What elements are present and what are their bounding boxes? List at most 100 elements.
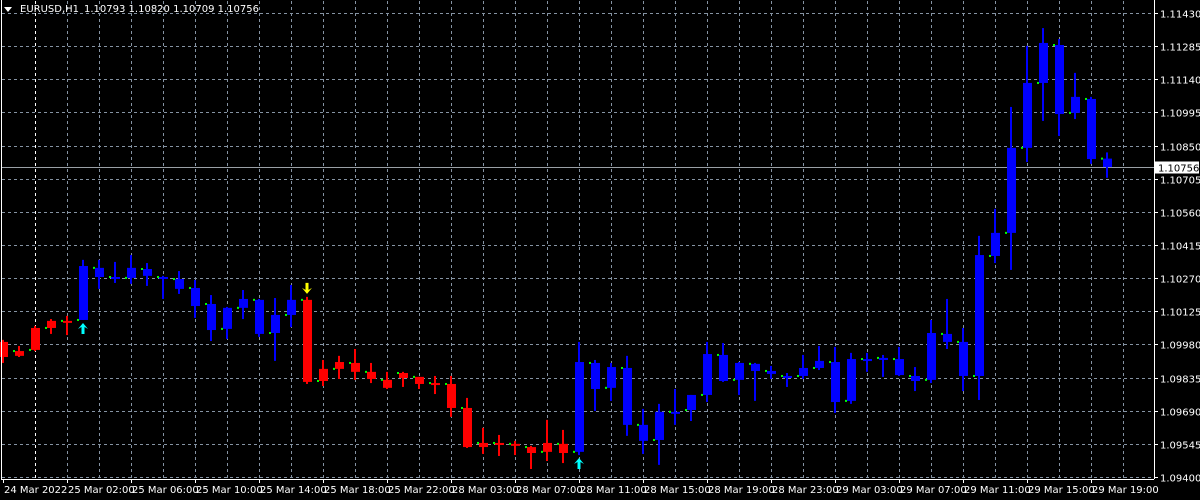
- candle-body: [1103, 158, 1112, 168]
- candle-body: [895, 359, 904, 376]
- open-marker: [285, 313, 287, 316]
- chart-header: EURUSD,H1 1.10793 1.10820 1.10709 1.1075…: [4, 4, 259, 15]
- candle-body: [1087, 98, 1096, 160]
- candle-body: [799, 367, 808, 376]
- open-marker: [685, 409, 687, 412]
- open-marker: [749, 362, 751, 365]
- candle-body: [575, 362, 584, 452]
- candle-body: [1007, 147, 1016, 233]
- candle-body: [15, 351, 24, 356]
- candle-body: [447, 383, 456, 408]
- price-label: 1.10270: [1160, 275, 1200, 286]
- open-marker: [365, 370, 367, 373]
- candle-body: [527, 447, 536, 453]
- candle-body: [159, 277, 168, 279]
- candle-wick: [66, 315, 68, 336]
- candle-body: [927, 333, 936, 380]
- open-marker: [525, 446, 527, 449]
- candle-body: [703, 354, 712, 395]
- open-marker: [461, 406, 463, 409]
- price-label: 1.10415: [1160, 242, 1200, 253]
- candle-body: [207, 303, 216, 331]
- arrow-up-icon: [574, 458, 584, 470]
- candle-body: [399, 373, 408, 379]
- candle-body: [719, 354, 728, 381]
- time-label: 29 Mar 19:00: [1092, 485, 1159, 496]
- open-marker: [909, 374, 911, 377]
- arrow-down-icon: [302, 282, 312, 294]
- candle-body: [959, 341, 968, 376]
- candle-body: [415, 376, 424, 384]
- candle-wick: [1074, 72, 1076, 120]
- candle-body: [31, 327, 40, 350]
- open-marker: [573, 450, 575, 453]
- time-label: 29 Mar 03:00: [836, 485, 903, 496]
- candle-wick: [530, 445, 532, 469]
- time-label: 29 Mar 11:00: [964, 485, 1031, 496]
- open-marker: [157, 276, 159, 278]
- candle-wick: [802, 354, 804, 379]
- candle-wick: [402, 371, 404, 387]
- candle-body: [79, 266, 88, 320]
- open-marker: [653, 438, 655, 441]
- candle-body: [239, 298, 248, 308]
- open-marker: [925, 378, 927, 381]
- open-marker: [397, 372, 399, 374]
- open-marker: [61, 319, 63, 322]
- candle-body: [1039, 42, 1048, 83]
- price-label: 1.11430: [1160, 10, 1200, 21]
- candle-body: [223, 307, 232, 329]
- candle-body: [687, 394, 696, 411]
- candle-body: [751, 363, 760, 371]
- triangle-down-icon[interactable]: [4, 7, 12, 12]
- open-marker: [1021, 146, 1023, 149]
- candle-body: [863, 359, 872, 362]
- time-label: 25 Mar 22:00: [388, 485, 455, 496]
- open-marker: [77, 318, 79, 321]
- candle-body: [1055, 45, 1064, 115]
- price-label: 1.10705: [1160, 176, 1200, 187]
- candle-body: [511, 443, 520, 446]
- open-marker: [445, 382, 447, 385]
- price-label: 1.11285: [1160, 43, 1200, 54]
- candle-body: [767, 370, 776, 374]
- candle-wick: [754, 362, 756, 401]
- candle-body: [383, 379, 392, 388]
- time-label: 24 Mar 2022: [4, 485, 67, 496]
- time-label: 28 Mar 11:00: [580, 485, 647, 496]
- open-marker: [429, 382, 431, 385]
- price-label: 1.10995: [1160, 109, 1200, 120]
- candle-body: [495, 442, 504, 445]
- open-marker: [989, 254, 991, 257]
- candle-wick: [498, 434, 500, 456]
- price-label: 1.09690: [1160, 408, 1200, 419]
- open-marker: [205, 302, 207, 305]
- price-label: 1.09835: [1160, 375, 1200, 386]
- candle-body: [559, 443, 568, 453]
- open-marker: [861, 358, 863, 361]
- candle-wick: [482, 427, 484, 454]
- open-marker: [109, 276, 111, 278]
- open-marker: [781, 374, 783, 377]
- open-marker: [877, 356, 879, 359]
- current-price-box: [1155, 161, 1199, 174]
- open-marker: [45, 326, 47, 329]
- open-marker: [701, 393, 703, 396]
- candle-body: [287, 299, 296, 315]
- price-label: 1.09400: [1160, 474, 1200, 485]
- open-marker: [413, 375, 415, 378]
- open-marker: [477, 441, 479, 444]
- candle-body: [991, 232, 1000, 256]
- open-marker: [973, 374, 975, 377]
- candle-wick: [546, 419, 548, 461]
- time-label: 28 Mar 07:00: [516, 485, 583, 496]
- candle-body: [783, 375, 792, 378]
- candle-body: [271, 314, 280, 333]
- open-marker: [13, 350, 15, 353]
- current-price-label: 1.10756: [1158, 164, 1199, 175]
- time-label: 25 Mar 18:00: [324, 485, 391, 496]
- candle-body: [127, 267, 136, 278]
- price-label: 1.09980: [1160, 341, 1200, 352]
- open-marker: [957, 340, 959, 343]
